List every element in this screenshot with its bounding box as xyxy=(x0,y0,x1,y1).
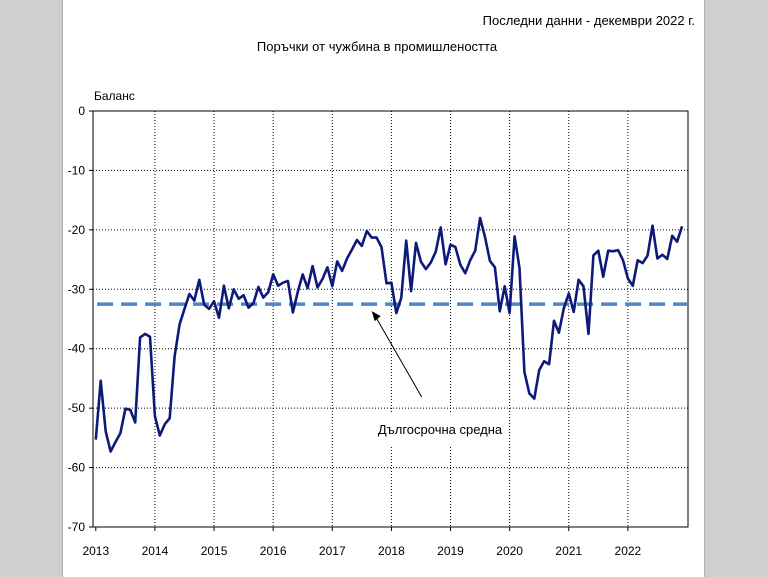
y-tick-label: -20 xyxy=(68,223,86,237)
y-tick-label: 0 xyxy=(78,104,85,118)
panel-border-left xyxy=(62,0,63,577)
panel-border-right xyxy=(704,0,705,577)
x-tick-label: 2022 xyxy=(615,544,642,558)
annotation-arrowhead xyxy=(371,311,381,322)
y-tick-label: -30 xyxy=(68,282,86,296)
annotation-arrow-line xyxy=(374,314,423,398)
y-tick-label: -50 xyxy=(68,401,86,415)
annotation-label-bg xyxy=(374,413,509,445)
x-tick-label: 2015 xyxy=(201,544,228,558)
x-tick-label: 2020 xyxy=(496,544,523,558)
y-tick-label: -10 xyxy=(68,163,86,177)
series-layer xyxy=(94,216,684,453)
x-tick-label: 2016 xyxy=(260,544,287,558)
x-tick-label: 2021 xyxy=(555,544,582,558)
gridlines xyxy=(93,111,688,527)
y-axis-label: Баланс xyxy=(94,89,135,103)
chart-title: Поръчки от чужбина в промишлеността xyxy=(257,39,498,54)
x-axis: 2013 2014 2015 2016 2017 2018 2019 2020 2021 2022 xyxy=(82,527,642,558)
annotation-label: Дългосрочна средна xyxy=(378,422,503,437)
series-line xyxy=(94,216,684,453)
last-data-note: Последни данни - декември 2022 г. xyxy=(483,13,695,28)
y-axis: 0 -10 -20 -30 -40 -50 -60 -70 xyxy=(68,104,93,534)
y-tick-label: -70 xyxy=(68,520,86,534)
x-tick-label: 2013 xyxy=(82,544,109,558)
y-tick-label: -60 xyxy=(68,461,86,475)
x-tick-label: 2019 xyxy=(437,544,464,558)
annotations: Дългосрочна средна xyxy=(371,311,509,445)
x-tick-label: 2017 xyxy=(319,544,346,558)
y-tick-label: -40 xyxy=(68,342,86,356)
x-tick-label: 2018 xyxy=(378,544,405,558)
x-tick-label: 2014 xyxy=(142,544,169,558)
